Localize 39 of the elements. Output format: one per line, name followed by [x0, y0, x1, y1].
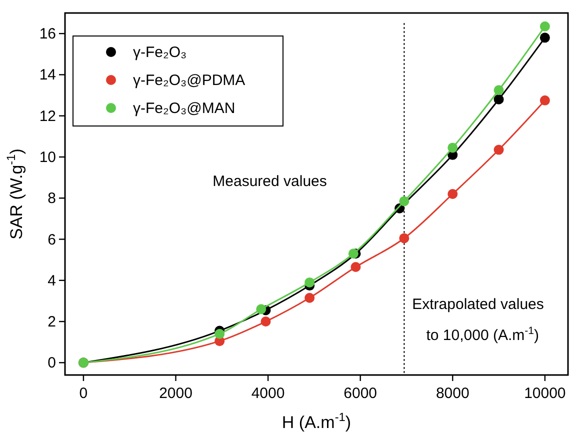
point	[256, 304, 266, 314]
x-tick-label: 6000	[344, 385, 378, 402]
legend-label: γ-Fe₂O₃@PDMA	[133, 72, 246, 89]
annotation: to 10,000 (A.m$^{-1}$)	[426, 325, 539, 344]
legend-label: γ-Fe₂O₃	[133, 44, 187, 61]
annotation: Measured values	[212, 172, 327, 190]
point	[494, 85, 504, 96]
x-tick-label: 8000	[436, 385, 470, 402]
point	[350, 262, 361, 272]
point	[494, 94, 504, 104]
point	[304, 277, 315, 288]
y-tick-label: 16	[39, 26, 56, 43]
y-tick-label: 12	[39, 108, 56, 125]
point	[260, 316, 271, 327]
x-tick-label: 10000	[524, 385, 566, 402]
point	[494, 144, 504, 155]
point	[448, 142, 458, 153]
y-tick-label: 0	[48, 354, 56, 372]
point	[540, 32, 550, 43]
x-tick-label: 0	[79, 385, 88, 402]
x-tick-label: 2000	[159, 385, 192, 402]
legend-label: γ-Fe₂O₃@MAN	[133, 100, 236, 117]
point	[540, 95, 550, 106]
point	[399, 196, 410, 206]
point	[348, 248, 358, 259]
y-tick-label: 4	[48, 272, 56, 290]
y-tick-label: 2	[48, 314, 56, 331]
point	[448, 189, 458, 199]
point	[540, 21, 550, 32]
point	[304, 292, 315, 303]
point	[214, 328, 225, 339]
x-tick-label: 4000	[251, 385, 285, 402]
y-tick-label: 14	[39, 66, 56, 84]
annotation: Extrapolated values	[412, 296, 544, 314]
point	[399, 233, 410, 244]
x-axis-title: H (A.m$^{-1}$)	[282, 410, 352, 432]
y-tick-label: 10	[39, 148, 56, 166]
y-tick-label: 8	[48, 190, 56, 208]
y-tick-label: 6	[48, 231, 56, 248]
